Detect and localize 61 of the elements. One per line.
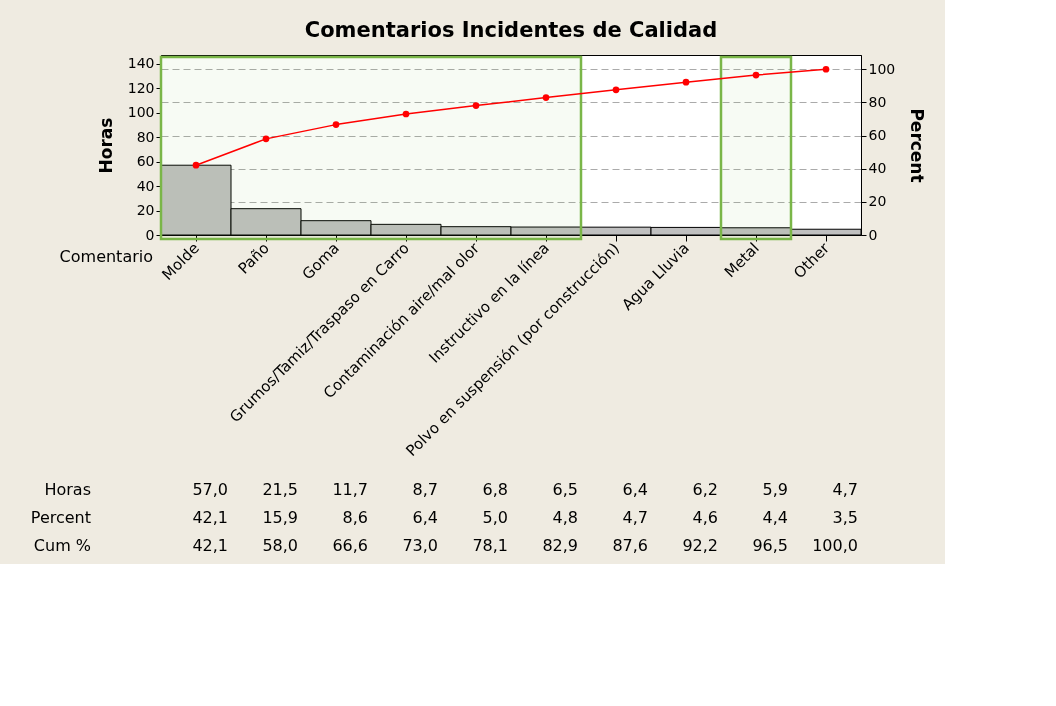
data-label: 6,4 <box>622 480 648 499</box>
point <box>822 65 830 73</box>
point <box>332 121 340 128</box>
text: 4,4 <box>762 508 788 527</box>
data-label: 100,0 <box>812 536 858 555</box>
y-tick-label: 100 <box>127 104 155 121</box>
x-axis-title: Comentario <box>59 247 153 266</box>
point <box>682 78 690 86</box>
y2-axis-title: Percent <box>907 108 928 183</box>
data-label: 8,7 <box>412 480 438 499</box>
text: Percent <box>30 508 91 527</box>
text: 42,1 <box>192 508 228 527</box>
y2-tick-label: 80 <box>868 93 887 110</box>
y-tick-label: 0 <box>145 226 155 243</box>
text: Cum % <box>33 536 91 555</box>
data-label: 6,8 <box>482 480 508 499</box>
y2-tick-label: 0 <box>868 226 878 243</box>
y-tick-label: 120 <box>127 79 155 96</box>
data-label: 5,9 <box>762 480 788 499</box>
data-label: 11,7 <box>332 480 368 499</box>
data-label: 6,2 <box>692 480 718 499</box>
text: Horas <box>95 117 116 174</box>
data-label: 73,0 <box>402 536 438 555</box>
point <box>612 86 620 94</box>
data-label: 42,1 <box>192 536 228 555</box>
y-tick-label: 60 <box>136 153 155 170</box>
text: 15,9 <box>262 508 298 527</box>
data-label: 87,6 <box>612 536 648 555</box>
y-tick-label: 80 <box>136 128 155 145</box>
data-label: 96,5 <box>752 536 788 555</box>
point <box>402 110 410 118</box>
y-tick-label: 20 <box>136 202 155 219</box>
data-label: 58,0 <box>262 536 298 555</box>
data-label: 4,7 <box>832 480 858 499</box>
text: 4,7 <box>622 508 648 527</box>
point <box>262 135 270 143</box>
point <box>542 94 550 101</box>
text: 3,5 <box>832 508 858 527</box>
text: 6,4 <box>412 508 438 527</box>
y-tick-label: 140 <box>127 55 155 72</box>
data-label: 92,2 <box>682 536 718 555</box>
data-label: 6,5 <box>552 480 578 499</box>
data-label: 57,0 <box>192 480 228 499</box>
chart-title: Comentarios Incidentes de Calidad <box>304 18 718 42</box>
data-label: 78,1 <box>472 536 508 555</box>
y-tick-label: 40 <box>136 177 155 194</box>
data-label: 82,9 <box>542 536 578 555</box>
text: 8,6 <box>342 508 368 527</box>
point <box>472 102 480 109</box>
y2-tick-label: 40 <box>868 160 887 177</box>
text: 4,8 <box>552 508 578 527</box>
y2-tick-label: 100 <box>868 60 896 77</box>
text: 5,0 <box>482 508 508 527</box>
data-label: 21,5 <box>262 480 298 499</box>
data-label: 66,6 <box>332 536 368 555</box>
y2-tick-label: 20 <box>868 193 887 210</box>
point <box>752 71 760 79</box>
y-axis-title: Horas <box>44 480 91 499</box>
y2-tick-label: 60 <box>868 127 887 144</box>
text: 4,6 <box>692 508 718 527</box>
point <box>192 161 200 169</box>
